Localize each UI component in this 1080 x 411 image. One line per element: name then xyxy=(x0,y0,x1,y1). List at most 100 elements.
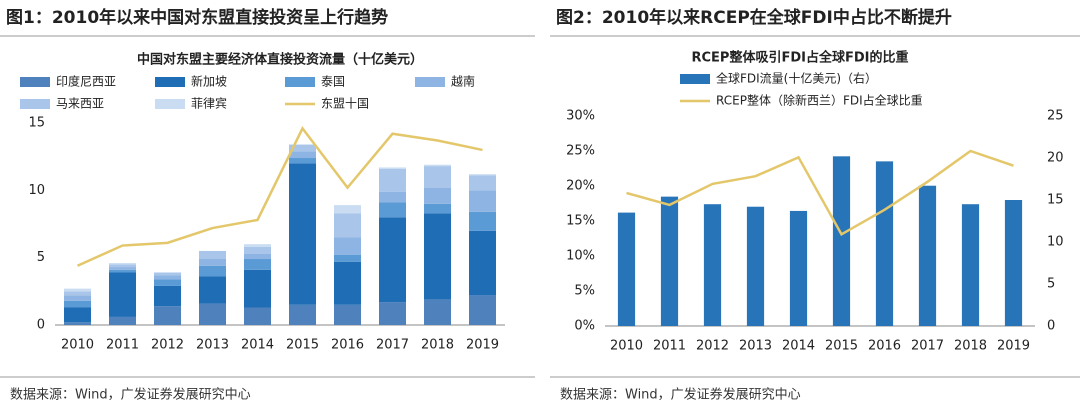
bar xyxy=(109,264,136,268)
legend-label: 马来西亚 xyxy=(56,97,104,111)
bar xyxy=(875,161,894,326)
bar xyxy=(64,291,91,296)
x-tick-label: 2014 xyxy=(241,338,274,353)
bar xyxy=(244,307,271,325)
y2-tick-label: 5 xyxy=(1047,277,1055,292)
bar xyxy=(289,151,316,159)
y2-tick-label: 25 xyxy=(1047,109,1064,124)
bar xyxy=(64,288,91,292)
bar xyxy=(109,316,136,325)
bar xyxy=(424,166,451,188)
legend-label: 新加坡 xyxy=(191,74,227,89)
bar xyxy=(379,302,406,325)
bar xyxy=(424,203,451,214)
x-tick-label: 2015 xyxy=(286,338,319,353)
legend-swatch xyxy=(20,77,50,87)
bar xyxy=(154,279,181,286)
bar xyxy=(334,213,361,238)
bar xyxy=(64,295,91,301)
x-tick-label: 2010 xyxy=(610,339,643,354)
bar xyxy=(379,167,406,169)
bar xyxy=(789,210,808,326)
bar xyxy=(469,295,496,325)
bar xyxy=(424,187,451,204)
bar xyxy=(289,158,316,164)
x-tick-label: 2017 xyxy=(911,339,944,354)
bar xyxy=(154,272,181,276)
bar xyxy=(154,275,181,280)
source-note: 数据来源：Wind，广发证券发展研究中心 xyxy=(560,387,801,403)
bar xyxy=(469,211,496,231)
x-tick-label: 2016 xyxy=(331,338,364,353)
bar xyxy=(617,212,636,326)
legend-swatch xyxy=(285,77,315,87)
bar xyxy=(289,163,316,305)
bar xyxy=(334,254,361,262)
bar xyxy=(289,304,316,325)
y-tick-label: 10 xyxy=(28,183,45,198)
bar xyxy=(64,307,91,323)
bar xyxy=(109,263,136,265)
x-tick-label: 2013 xyxy=(196,338,229,353)
legend-swatch xyxy=(680,74,710,84)
bar xyxy=(199,259,226,266)
y2-tick-label: 15 xyxy=(1047,193,1064,208)
x-tick-label: 2018 xyxy=(954,339,987,354)
bar xyxy=(244,269,271,308)
chart-subtitle: RCEP整体吸引FDI占全球FDI的比重 xyxy=(692,50,909,66)
bar xyxy=(469,175,496,191)
bar xyxy=(244,259,271,270)
bar xyxy=(154,306,181,325)
legend-label: 泰国 xyxy=(321,75,345,89)
bar xyxy=(703,204,722,326)
chart-subtitle: 中国对东盟主要经济体直接投资流量（十亿美元） xyxy=(137,52,423,68)
y-tick-label: 30% xyxy=(566,109,595,124)
bar xyxy=(244,244,271,247)
bar xyxy=(334,237,361,255)
bar xyxy=(109,272,136,317)
bar xyxy=(660,196,679,326)
bar xyxy=(424,213,451,300)
legend-swatch xyxy=(415,77,445,87)
x-tick-label: 2019 xyxy=(997,339,1030,354)
bar xyxy=(334,261,361,305)
bar xyxy=(379,191,406,203)
y-tick-label: 15 xyxy=(28,116,45,131)
y2-tick-label: 20 xyxy=(1047,151,1064,166)
bar xyxy=(746,206,765,326)
bar xyxy=(334,205,361,214)
y2-tick-label: 0 xyxy=(1047,319,1055,334)
y-tick-label: 25% xyxy=(566,144,595,159)
bar xyxy=(379,202,406,218)
legend-label: 印度尼西亚 xyxy=(56,74,116,89)
bar xyxy=(199,250,226,260)
chart-title: 图2：2010年以来RCEP在全球FDI中占比不断提升 xyxy=(556,7,952,28)
bar xyxy=(109,267,136,270)
legend-label: 菲律宾 xyxy=(191,96,227,111)
x-tick-label: 2012 xyxy=(696,339,729,354)
legend-label: RCEP整体（除新西兰）FDI占全球比重 xyxy=(716,93,923,108)
bar xyxy=(64,322,91,325)
source-note: 数据来源：Wind，广发证券发展研究中心 xyxy=(10,387,251,403)
y-tick-label: 0 xyxy=(37,318,45,333)
y-tick-label: 5 xyxy=(37,250,45,265)
y-tick-label: 0% xyxy=(574,319,595,334)
bar xyxy=(199,276,226,304)
x-tick-label: 2010 xyxy=(61,338,94,353)
bar xyxy=(424,299,451,325)
line-series xyxy=(626,149,1014,237)
legend-swatch xyxy=(20,99,50,109)
bar xyxy=(961,204,980,326)
bar xyxy=(199,265,226,277)
x-tick-label: 2011 xyxy=(106,338,139,353)
x-tick-label: 2018 xyxy=(421,338,454,353)
y2-tick-label: 10 xyxy=(1047,235,1064,250)
y-tick-label: 15% xyxy=(566,214,595,229)
x-tick-label: 2011 xyxy=(653,339,686,354)
bar xyxy=(424,164,451,167)
bar xyxy=(1004,200,1023,326)
bar xyxy=(109,269,136,273)
x-tick-label: 2015 xyxy=(825,339,858,354)
y-tick-label: 5% xyxy=(574,284,595,299)
